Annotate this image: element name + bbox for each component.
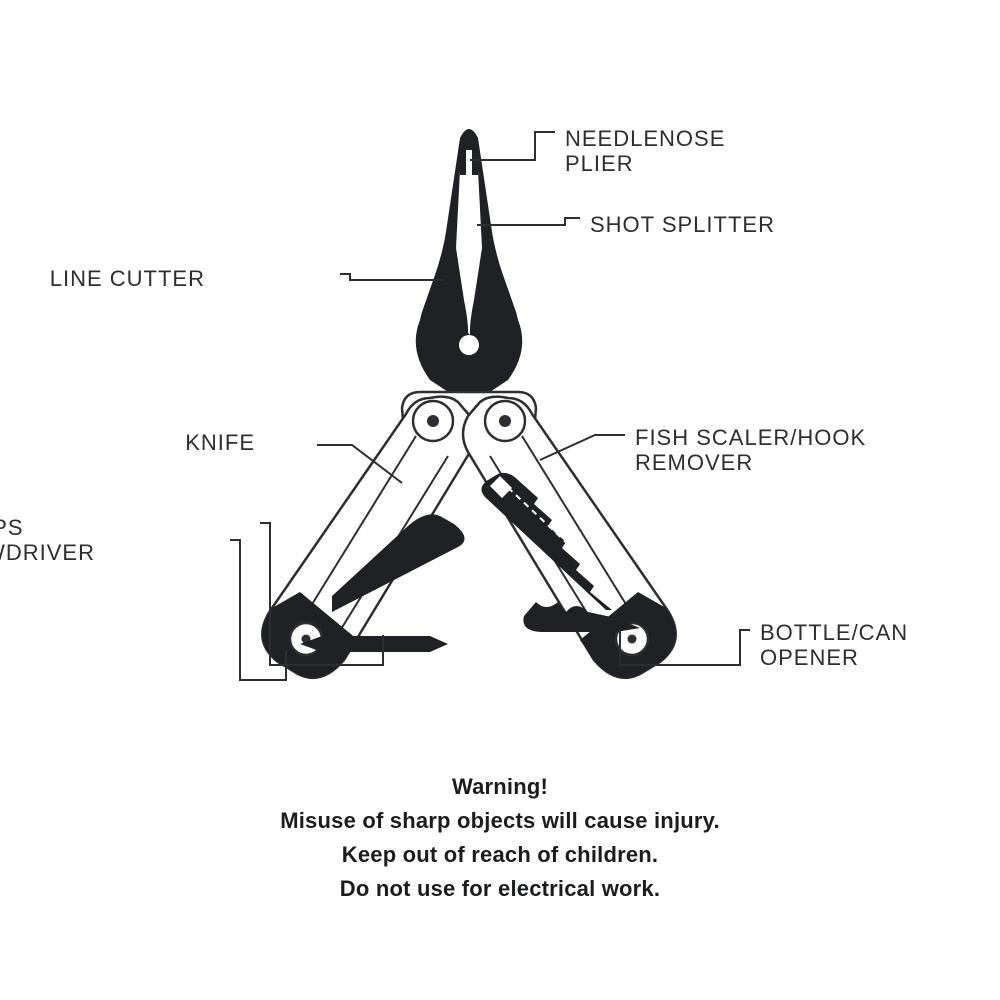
label-fish-scaler: FISH SCALER/HOOK REMOVER xyxy=(635,425,866,476)
label-bottle-opener: BOTTLE/CAN OPENER xyxy=(760,620,908,671)
label-line-cutter: LINE CUTTER xyxy=(50,266,205,291)
label-needlenose-plier: NEEDLENOSE PLIER xyxy=(565,126,725,177)
label-phillips: PHILLIPS SCREWDRIVER xyxy=(0,515,95,566)
warning-block: Warning! Misuse of sharp objects will ca… xyxy=(0,770,1000,906)
label-shot-splitter: SHOT SPLITTER xyxy=(590,212,775,237)
label-knife: KNIFE xyxy=(185,430,255,455)
diagram-stage: NEEDLENOSE PLIER SHOT SPLITTER LINE CUTT… xyxy=(0,0,1000,1000)
